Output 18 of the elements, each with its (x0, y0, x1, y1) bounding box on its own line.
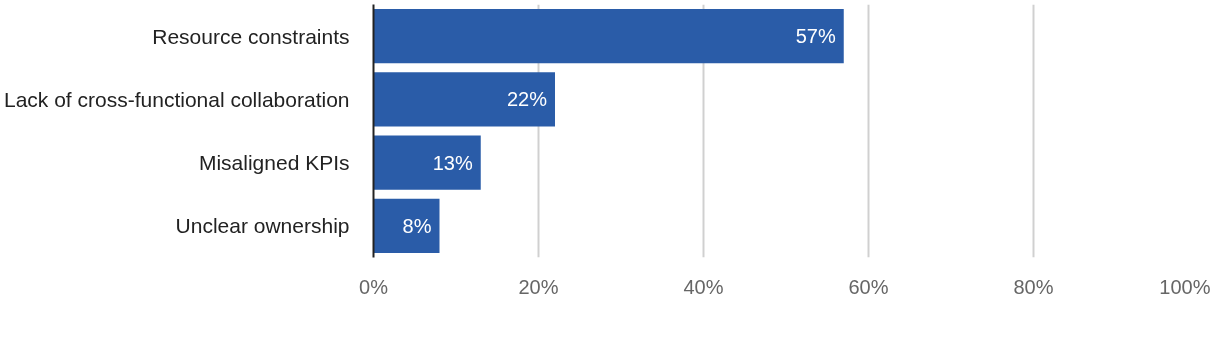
y-tick-label: Resource constraints (152, 24, 350, 48)
data-label: 22% (506, 88, 548, 111)
x-tick-label: 0% (359, 275, 389, 298)
bar (373, 135, 481, 190)
bar (373, 8, 844, 64)
x-tick-label: 100% (1159, 275, 1211, 298)
y-tick-label: Misaligned KPIs (198, 151, 350, 175)
data-label: 13% (432, 151, 473, 174)
x-tick-label: 20% (518, 275, 559, 298)
bar (373, 198, 440, 254)
bar (373, 72, 555, 127)
y-tick-label: Unclear ownership (175, 214, 350, 238)
data-label: 8% (402, 214, 432, 237)
x-tick-label: 80% (1013, 275, 1054, 298)
x-tick-label: 60% (848, 275, 889, 298)
y-tick-label: Lack of cross-functional collaboration (3, 87, 350, 111)
data-label: 57% (795, 25, 836, 48)
x-tick-label: 40% (683, 275, 724, 298)
